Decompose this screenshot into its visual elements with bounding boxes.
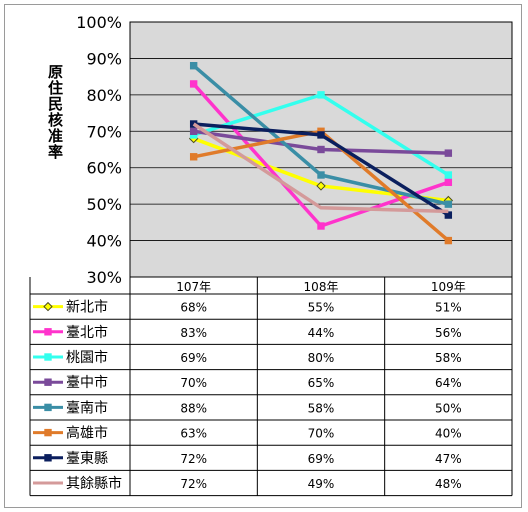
data-label: 44% xyxy=(308,326,335,340)
data-label: 47% xyxy=(435,452,462,466)
y-tick-label: 60% xyxy=(86,159,122,178)
data-label: 70% xyxy=(180,376,207,390)
data-point xyxy=(317,171,325,179)
data-point xyxy=(44,428,52,437)
legend-label: 桃園市 xyxy=(66,349,108,366)
data-point xyxy=(444,200,453,208)
data-label: 69% xyxy=(180,351,207,365)
x-tick-label: 108年 xyxy=(304,280,339,294)
legend-label: 臺東縣 xyxy=(66,451,108,467)
y-tick-label: 80% xyxy=(86,86,122,105)
data-point xyxy=(317,131,325,139)
data-label: 48% xyxy=(435,477,462,491)
y-tick-label: 90% xyxy=(86,49,122,68)
data-point xyxy=(189,127,198,135)
legend-label: 高雄市 xyxy=(66,425,108,442)
data-label: 55% xyxy=(308,301,335,315)
data-label: 58% xyxy=(435,351,462,365)
data-point xyxy=(317,222,325,230)
data-point xyxy=(444,149,453,157)
data-point xyxy=(189,80,198,88)
y-tick-label: 70% xyxy=(86,122,122,141)
data-label: 69% xyxy=(308,452,335,466)
data-label: 88% xyxy=(180,401,207,415)
data-point xyxy=(189,120,198,128)
data-label: 68% xyxy=(180,301,207,315)
data-label: 80% xyxy=(308,351,335,365)
y-axis-label: 原住民核准率 xyxy=(46,64,64,160)
data-label: 64% xyxy=(435,376,462,390)
data-point xyxy=(189,153,198,161)
data-point xyxy=(444,236,453,245)
legend-label: 其餘縣市 xyxy=(66,475,122,492)
data-point xyxy=(44,403,52,412)
y-tick-label: 40% xyxy=(86,232,122,251)
data-label: 58% xyxy=(308,401,335,415)
data-label: 83% xyxy=(180,326,207,340)
data-point xyxy=(44,378,52,386)
data-label: 70% xyxy=(308,427,335,441)
data-label: 63% xyxy=(180,427,207,441)
x-tick-label: 107年 xyxy=(176,280,211,294)
y-tick-label: 100% xyxy=(76,13,122,32)
y-tick-label: 50% xyxy=(86,195,122,214)
data-label: 40% xyxy=(435,427,462,441)
data-point xyxy=(316,181,326,191)
data-point xyxy=(444,171,453,179)
data-label: 56% xyxy=(435,326,462,340)
legend-label: 臺北市 xyxy=(66,324,108,341)
legend-label: 臺中市 xyxy=(66,374,108,391)
data-label: 51% xyxy=(435,301,462,315)
data-point xyxy=(44,353,52,361)
data-point xyxy=(44,454,52,462)
data-point xyxy=(444,211,453,219)
data-point xyxy=(44,328,52,336)
data-point xyxy=(189,62,198,70)
data-label: 65% xyxy=(308,376,335,390)
x-tick-label: 109年 xyxy=(431,280,466,294)
data-point xyxy=(43,301,53,312)
data-point xyxy=(317,91,325,99)
data-label: 49% xyxy=(308,477,335,491)
data-point xyxy=(317,145,325,154)
series-line xyxy=(192,122,449,214)
data-point xyxy=(444,178,453,186)
data-label: 50% xyxy=(435,401,462,415)
legend-label: 新北市 xyxy=(66,299,108,316)
data-label: 72% xyxy=(180,452,207,466)
data-label: 72% xyxy=(180,477,207,491)
legend-label: 臺南市 xyxy=(66,399,108,416)
y-tick-label: 30% xyxy=(86,268,122,287)
